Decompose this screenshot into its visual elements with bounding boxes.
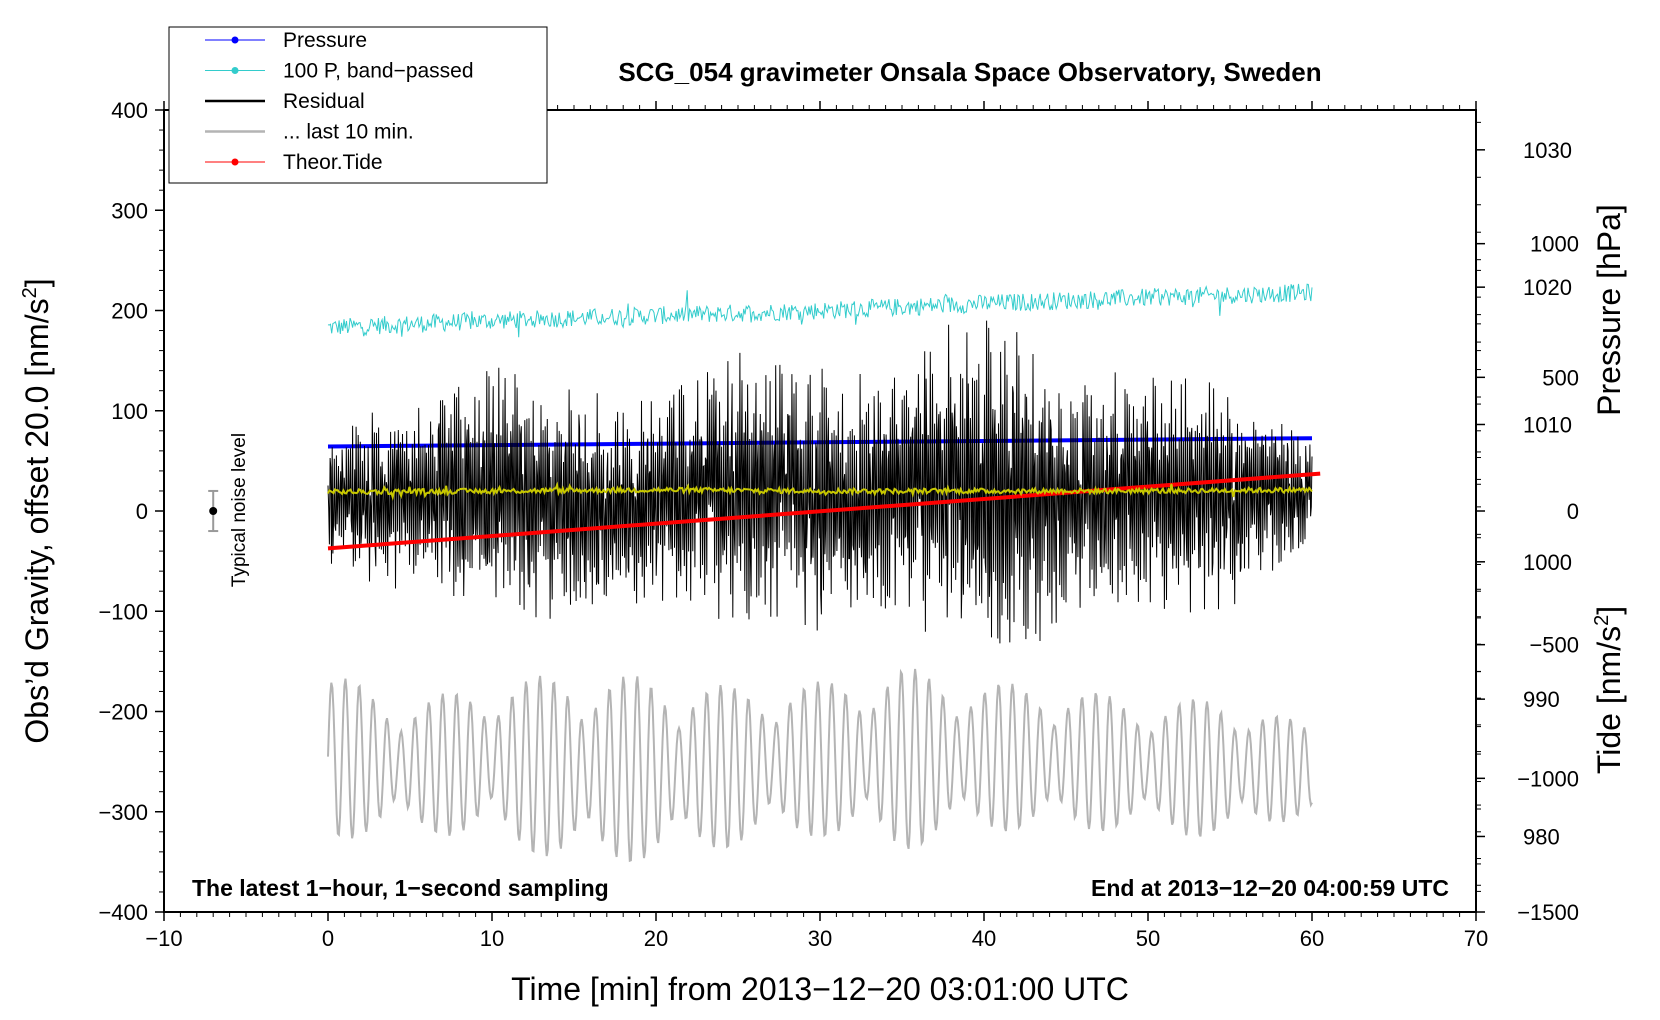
pressure-tick-label: 990 bbox=[1523, 687, 1560, 712]
noise-level-label: Typical noise level bbox=[229, 433, 250, 587]
legend-items: Pressure 100 P, band−passed Residual ... la… bbox=[205, 29, 474, 174]
annotation-bottom-left: The latest 1−hour, 1−second sampling bbox=[192, 875, 609, 901]
legend-marker bbox=[231, 36, 239, 44]
pressure-tick-label: 1000 bbox=[1523, 550, 1572, 575]
legend-box bbox=[168, 26, 548, 184]
x-tick-label: 70 bbox=[1464, 926, 1488, 951]
pressure-tick-label: 980 bbox=[1523, 824, 1560, 849]
series-residual-smoothed bbox=[327, 481, 1313, 502]
legend-label: Theor.Tide bbox=[283, 151, 383, 174]
legend-label: Pressure bbox=[283, 29, 367, 52]
tide-axis-label: Tide [nm/s2] bbox=[1591, 606, 1627, 774]
y-tick-label: 200 bbox=[111, 299, 148, 324]
y-tick-label: 0 bbox=[136, 499, 148, 524]
pressure-tick-label: 1020 bbox=[1523, 275, 1572, 300]
noise-center-dot bbox=[209, 507, 218, 515]
y-tick-label: −300 bbox=[98, 800, 148, 825]
y-tick-label: −100 bbox=[98, 599, 148, 624]
tide-tick-label: −500 bbox=[1529, 633, 1579, 658]
tide-tick-label: 0 bbox=[1567, 499, 1579, 524]
x-tick-label: −10 bbox=[145, 926, 182, 951]
tide-axis-ticks: −1500 −1000 −500 0 500 1000 bbox=[1476, 232, 1579, 925]
annotation-bottom-right: End at 2013−12−20 04:00:59 UTC bbox=[1091, 875, 1449, 901]
legend-label: 100 P, band−passed bbox=[283, 60, 474, 83]
x-tick-label: 30 bbox=[808, 926, 832, 951]
x-axis-label: Time [min] from 2013−12−20 03:01:00 UTC bbox=[511, 971, 1129, 1007]
legend-marker bbox=[231, 67, 239, 74]
tide-tick-label: −1500 bbox=[1517, 900, 1579, 925]
x-tick-label: 60 bbox=[1300, 926, 1324, 951]
legend: Pressure 100 P, band−passed Residual ... la… bbox=[168, 26, 548, 184]
series-100-p-band-passed bbox=[327, 283, 1313, 338]
pressure-tick-label: 1010 bbox=[1523, 412, 1572, 437]
x-axis-ticks: −10 0 10 20 30 40 50 60 70 bbox=[145, 101, 1488, 951]
y-axis-label: Obs’d Gravity, offset 20.0 [nm/s2] bbox=[19, 278, 55, 743]
pressure-axis-ticks: 980 990 1000 1010 1020 1030 bbox=[1476, 121, 1572, 892]
y-tick-label: 100 bbox=[111, 399, 148, 424]
series-theor-tide bbox=[327, 471, 1321, 551]
y-tick-label: 400 bbox=[111, 98, 148, 123]
x-tick-label: 0 bbox=[322, 926, 334, 951]
pressure-axis-label: Pressure [hPa] bbox=[1591, 204, 1627, 416]
legend-label: ... last 10 min. bbox=[283, 121, 414, 144]
legend-label: Residual bbox=[283, 90, 365, 113]
x-tick-label: 20 bbox=[644, 926, 668, 951]
plot-series bbox=[327, 283, 1321, 863]
x-tick-label: 40 bbox=[972, 926, 996, 951]
x-tick-label: 10 bbox=[480, 926, 504, 951]
y-tick-label: 300 bbox=[111, 198, 148, 223]
series-last-10-min bbox=[327, 668, 1313, 863]
y-tick-label: −400 bbox=[98, 900, 148, 925]
tide-tick-label: 1000 bbox=[1530, 232, 1579, 257]
noise-level-indicator bbox=[208, 489, 219, 533]
chart-title: SCG_054 gravimeter Onsala Space Observat… bbox=[618, 57, 1321, 87]
y-axis-ticks: −400 −300 −200 −100 0 100 200 300 400 bbox=[98, 98, 164, 925]
pressure-tick-label: 1030 bbox=[1523, 138, 1572, 163]
tide-tick-label: −1000 bbox=[1517, 766, 1579, 791]
tide-tick-label: 500 bbox=[1542, 365, 1579, 390]
y-tick-label: −200 bbox=[98, 700, 148, 725]
legend-marker bbox=[231, 158, 239, 166]
series-residual bbox=[327, 320, 1313, 644]
x-tick-label: 50 bbox=[1136, 926, 1160, 951]
